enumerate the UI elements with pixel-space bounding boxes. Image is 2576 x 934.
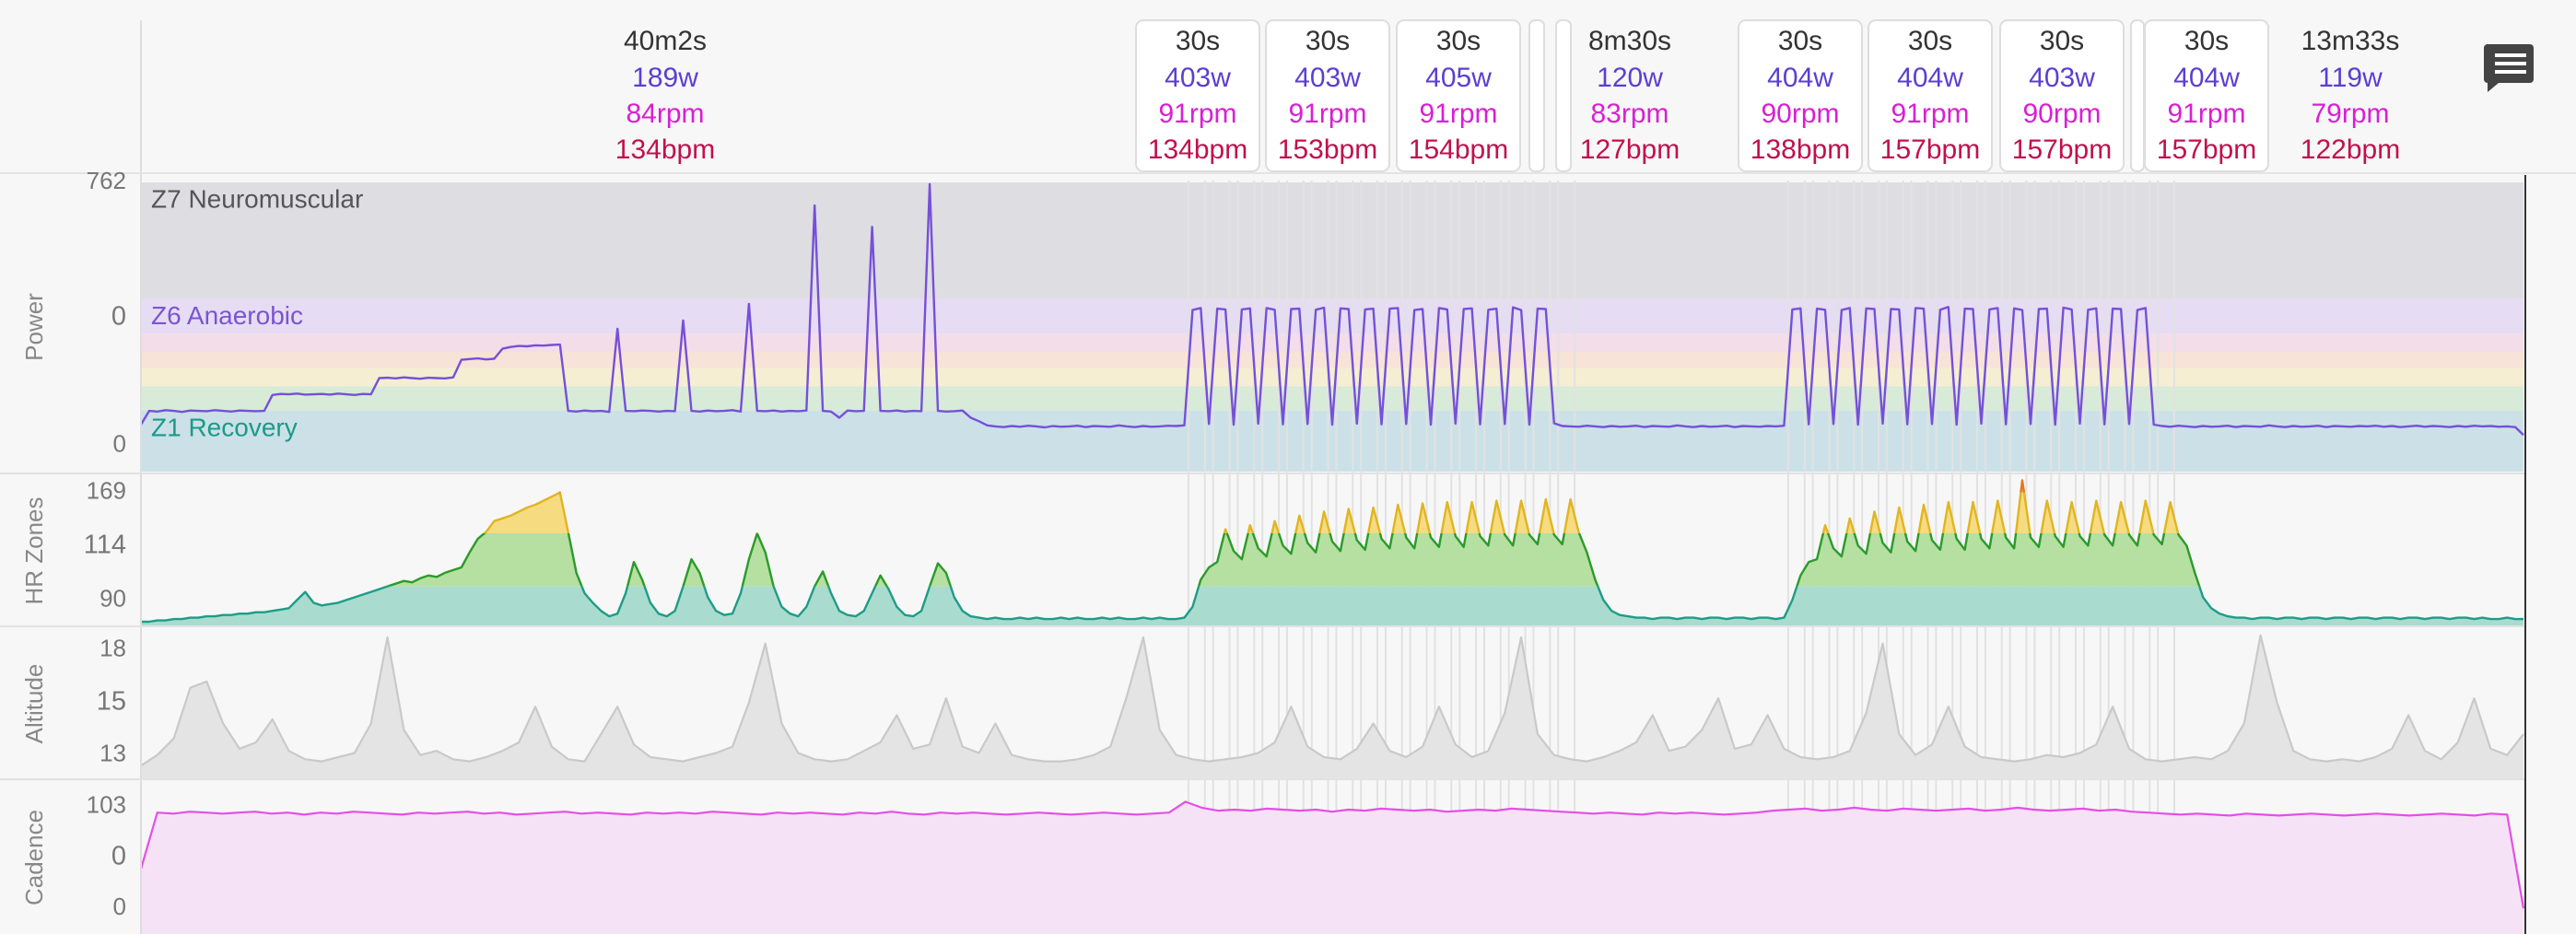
interval-time: 30s [2184,26,2229,56]
y-tick-label: 90 [100,584,126,612]
power-zone [141,386,2523,412]
icon-line [2495,70,2526,74]
interval-box[interactable] [1135,19,1260,172]
line [139,800,2525,909]
interval-time: 30s [1778,26,1822,56]
power-line [139,182,2524,437]
interval-rpm: 91rpm [1158,99,1236,129]
interval-box[interactable] [1528,19,1545,172]
interval-bpm: 154bpm [1409,134,1508,165]
interval-watts: 405w [1425,63,1492,93]
y-tick-label: 762 [87,167,126,194]
interval-bpm: 122bpm [2301,134,2400,165]
interval-box[interactable] [1555,19,1572,172]
interval-bpm: 157bpm [2012,134,2112,165]
icon-line [2495,62,2526,65]
interval-box[interactable] [1396,19,1521,172]
hr-area [387,533,2200,587]
interval-rpm: 91rpm [1891,99,1969,129]
interval-watts: 404w [1897,63,1963,93]
axis-title: Altitude [20,664,48,744]
zone-label: Z6 Anaerobic [151,301,303,330]
interval-rpm: 91rpm [1288,99,1366,129]
interval-time: 30s [1176,26,1220,56]
power-zone [141,298,2523,334]
hr-line [482,492,2180,534]
power-zone [141,182,2523,299]
interval-watts: 120w [1597,63,1663,93]
interval-box[interactable] [2130,19,2145,172]
interval-box[interactable] [1738,19,1863,172]
area [141,635,2523,779]
cursor-readout: 0 [111,301,126,331]
comment-icon[interactable] [2484,44,2534,92]
power-zone [141,333,2523,352]
y-tick-label: 0 [113,893,126,920]
interval-bpm: 134bpm [1148,134,1247,165]
interval-bpm: 157bpm [1880,134,1980,165]
interval-rpm: 91rpm [1419,99,1497,129]
zone-label: Z7 Neuromuscular [151,184,363,213]
interval-watts: 119w [2318,63,2383,93]
y-tick-label: 0 [113,429,126,457]
interval-header: 40m2s 189w 84rpm 134bpm 30s 403w 91rpm 134bpm 30… [615,19,2400,172]
y-tick-label: 18 [100,635,126,662]
interval-rpm: 79rpm [2311,99,2389,129]
cursor-readout: 0 [111,842,126,871]
interval-rpm: 83rpm [1590,99,1669,129]
y-tick-label: 103 [87,791,126,819]
interval-time: 13m33s [2301,26,2400,56]
interval-watts: 403w [1165,63,1231,93]
plots [139,182,2525,934]
interval-watts: 403w [1294,63,1361,93]
axes: Power 0 762 0 Z7 Neuromuscular Z6 Anaerobic Z1… [20,167,363,920]
zone-label: Z1 Recovery [151,413,298,441]
axis-title: Cadence [20,810,48,905]
interval-rpm: 90rpm [1761,99,1839,129]
interval-watts: 189w [632,63,698,93]
y-tick-label: 169 [87,477,126,505]
hr-area [141,586,2523,626]
interval-bpm: 138bpm [1751,134,1850,165]
interval-box[interactable] [1999,19,2125,172]
power-zone [141,368,2523,387]
area [141,801,2523,934]
interval-bpm: 157bpm [2157,134,2256,165]
interval-bpm: 153bpm [1278,134,1377,165]
plot-backgrounds [141,182,2523,472]
interval-box[interactable] [2144,19,2269,172]
axis-title: HR Zones [20,496,48,604]
interval-bpm: 134bpm [615,134,715,165]
interval-rpm: 84rpm [626,99,704,129]
interval-time: 30s [1436,26,1481,56]
interval-rpm: 90rpm [2022,99,2101,129]
line [140,634,2524,767]
interval-watts: 403w [2029,63,2095,93]
interval-time: 30s [1908,26,1952,56]
interval-box[interactable] [1868,19,1993,172]
interval-time: 40m2s [624,26,707,56]
interval-rpm: 91rpm [2167,99,2245,129]
cursor-readout: 15 [97,686,126,716]
y-tick-label: 13 [100,740,126,767]
interval-time: 30s [1306,26,1350,56]
interval-watts: 404w [2173,63,2240,93]
axis-title: Power [20,293,48,361]
interval-bpm: 127bpm [1580,134,1680,165]
cursor-readout: 114 [84,531,126,560]
interval-time: 30s [2040,26,2084,56]
interval-watts: 404w [1767,63,1833,93]
hr-line [383,533,2201,587]
icon-line [2495,53,2526,57]
interval-box[interactable] [1265,19,1390,172]
interval-time: 8m30s [1588,26,1671,56]
